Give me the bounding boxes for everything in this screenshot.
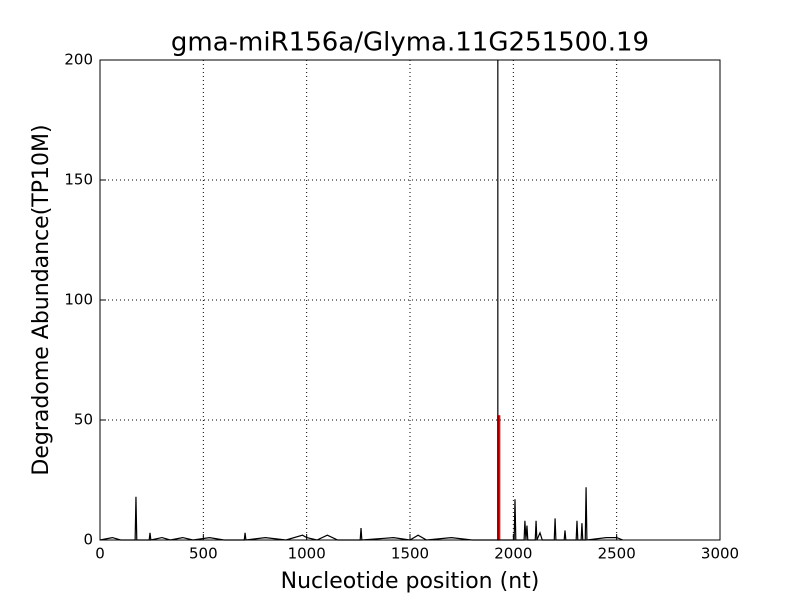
x-tick-label: 500 bbox=[189, 545, 218, 563]
y-tick-label: 200 bbox=[64, 51, 93, 69]
x-tick-label: 1000 bbox=[288, 545, 326, 563]
x-tick-label: 1500 bbox=[391, 545, 429, 563]
x-tick-label: 2000 bbox=[494, 545, 532, 563]
highlight-bar bbox=[497, 415, 501, 540]
x-axis-label: Nucleotide position (nt) bbox=[281, 569, 540, 594]
y-tick-label: 50 bbox=[74, 411, 93, 429]
chart-title: gma-miR156a/Glyma.11G251500.19 bbox=[171, 28, 649, 58]
x-tick-label: 3000 bbox=[701, 545, 739, 563]
y-axis-label: Degradome Abundance(TP10M) bbox=[29, 124, 54, 475]
x-tick-label: 2500 bbox=[598, 545, 636, 563]
y-tick-label: 0 bbox=[83, 531, 93, 549]
x-tick-label: 0 bbox=[95, 545, 105, 563]
y-tick-label: 100 bbox=[64, 291, 93, 309]
plot-frame bbox=[99, 59, 721, 541]
data-line bbox=[99, 487, 624, 541]
y-tick-label: 150 bbox=[64, 171, 93, 189]
